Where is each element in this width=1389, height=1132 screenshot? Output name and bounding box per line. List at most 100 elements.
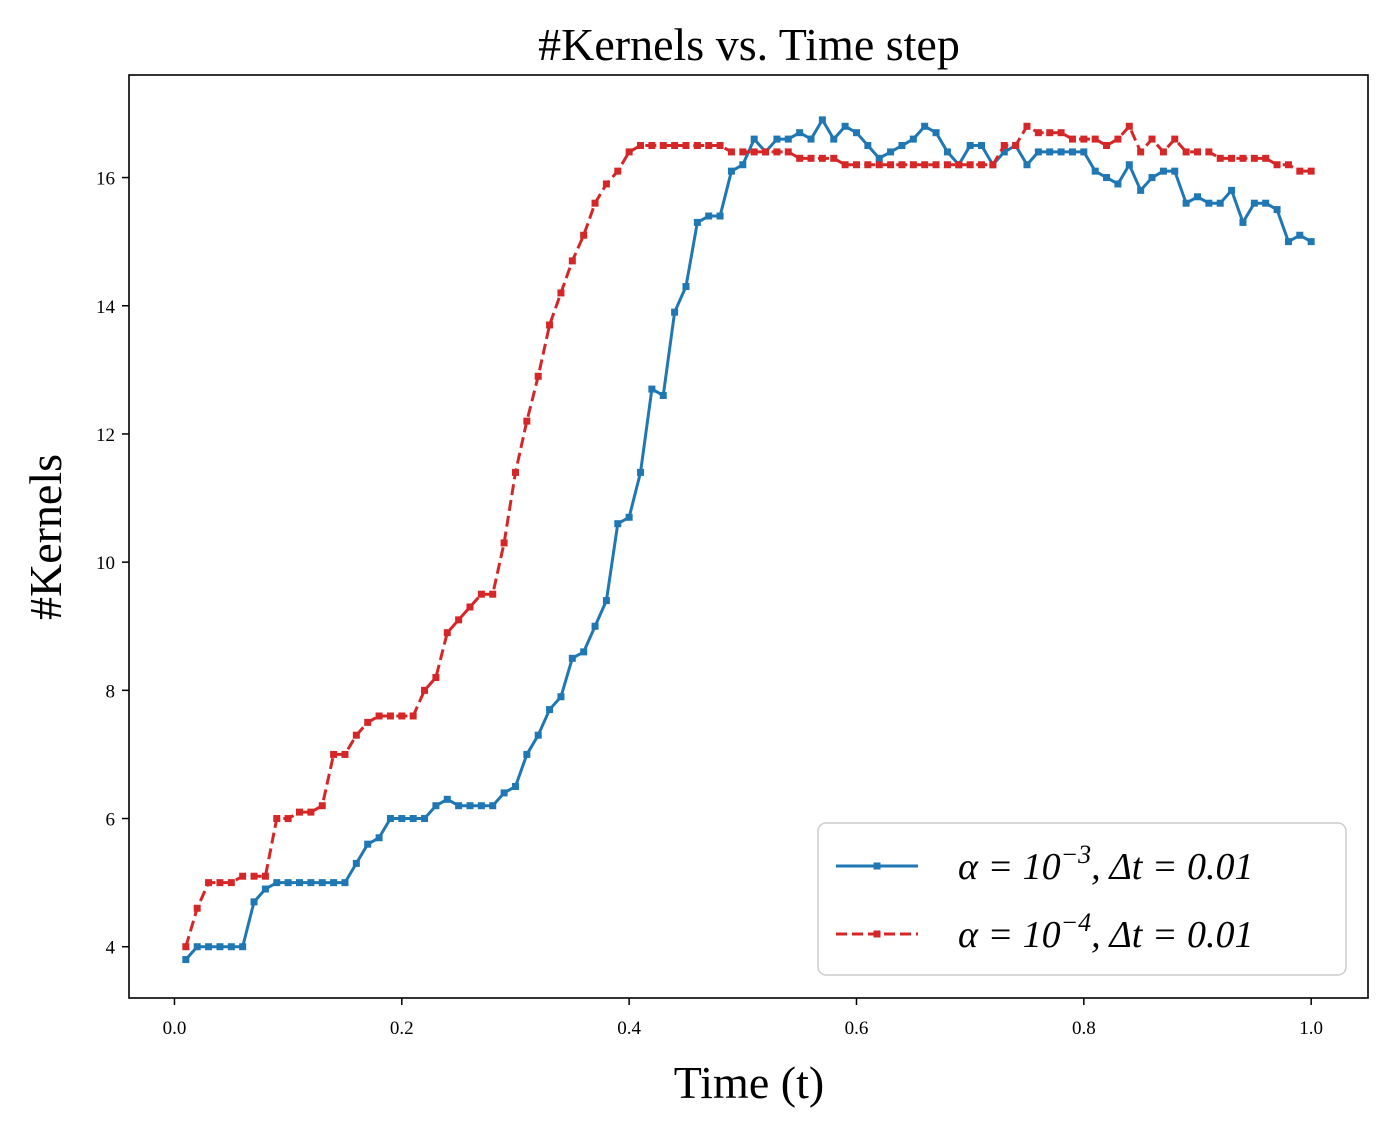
series-line [184,124,1312,948]
data-point [978,161,986,169]
data-point [875,161,883,169]
data-point [1068,148,1076,156]
data-point [693,218,701,226]
data-point [978,142,986,150]
data-point [239,943,247,951]
data-point [534,731,542,739]
data-point [1068,135,1076,143]
data-point [1080,148,1088,156]
data-point [375,712,383,720]
y-tick-label: 8 [106,681,116,702]
data-point [1262,154,1270,162]
data-point [466,603,474,611]
x-axis: 0.0 0.2 0.4 0.6 0.8 1.0 [163,998,1323,1039]
data-point [1148,135,1156,143]
data-point [887,161,895,169]
data-point [887,148,895,156]
data-point [602,597,610,605]
data-point [943,148,951,156]
data-point [1125,161,1133,169]
data-point [614,167,622,175]
data-point [477,590,485,598]
plot-frame [128,74,1369,999]
data-point [1171,167,1179,175]
data-point [1114,135,1122,143]
data-point [398,815,406,823]
data-point [648,385,656,393]
data-point [1046,129,1054,137]
data-point [239,872,247,880]
data-point [1114,180,1122,188]
data-point [568,257,576,265]
data-point [1307,167,1315,175]
data-point [682,283,690,291]
data-point [1159,167,1167,175]
plot-area [182,116,1315,964]
data-point [1012,142,1020,150]
data-point [750,135,758,143]
data-point [1296,167,1304,175]
y-tick-label: 16 [96,169,115,190]
data-point [386,815,394,823]
series-2 [182,122,1315,951]
data-point [1273,161,1281,169]
data-point [1171,135,1179,143]
data-point [875,154,883,162]
data-point [682,142,690,150]
data-point [352,859,360,867]
data-point [421,815,429,823]
data-point [273,879,281,887]
data-point [1228,186,1236,194]
y-axis: 4 6 8 10 12 14 16 [96,169,129,959]
data-point [443,795,451,803]
data-point [216,943,224,951]
data-point [500,539,508,547]
data-point [205,943,213,951]
data-point [1239,154,1247,162]
data-point [773,135,781,143]
data-point [625,148,633,156]
y-tick-label: 10 [96,553,115,574]
data-point [1103,174,1111,182]
data-point [261,885,269,893]
data-point [511,468,519,476]
data-point [1046,148,1054,156]
data-point [614,520,622,528]
x-axis-label: Time (t) [674,1057,824,1108]
data-point [193,943,201,951]
legend-marker [873,930,881,938]
data-point [455,616,463,624]
data-point [216,879,224,887]
data-point [864,161,872,169]
data-point [386,712,394,720]
data-point [727,167,735,175]
data-point [773,148,781,156]
data-point [341,879,349,887]
data-point [1216,199,1224,207]
legend-entry-1: α = 10−3, Δt = 0.01 [836,840,1253,888]
data-point [523,750,531,758]
data-point [671,308,679,316]
data-point [250,898,258,906]
data-point [375,834,383,842]
data-point [489,802,497,810]
data-point [227,879,235,887]
data-point [1262,199,1270,207]
y-axis-label: #Kernels [20,454,71,620]
data-point [182,956,190,964]
data-point [1182,148,1190,156]
data-point [796,129,804,137]
data-point [568,654,576,662]
data-point [705,212,713,220]
data-point [750,148,758,156]
data-point [796,154,804,162]
data-point [898,161,906,169]
data-point [330,879,338,887]
data-point [841,122,849,130]
data-point [477,802,485,810]
data-point [898,142,906,150]
data-point [671,142,679,150]
data-point [341,750,349,758]
legend-entry-2: α = 10−4, Δt = 0.01 [836,908,1253,956]
